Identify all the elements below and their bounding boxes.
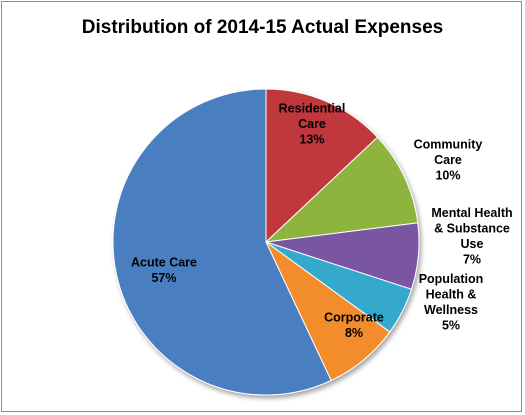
pie-slice-acute-care	[112, 88, 332, 396]
slice-label-line: Health &	[426, 287, 477, 301]
slice-label-line: 7%	[463, 252, 481, 266]
slice-label-line: Care	[298, 117, 326, 131]
slice-label-line: Use	[461, 237, 484, 251]
slice-label-line: Care	[434, 153, 462, 167]
slice-label-line: Acute Care	[131, 255, 197, 269]
slice-label-line: 10%	[435, 169, 460, 183]
slice-label-line: Corporate	[324, 310, 384, 324]
slice-label-line: Community	[414, 138, 483, 152]
slice-label-acute-care: Acute Care 57%	[131, 255, 197, 285]
chart-title: Distribution of 2014-15 Actual Expenses	[81, 17, 444, 38]
pie-slice-residential-care	[265, 88, 379, 244]
slice-label-population-health-wellness: Population Health & Wellness 5%	[419, 272, 484, 333]
slice-label-line: Population	[419, 272, 484, 286]
pie-slice-community-care	[264, 136, 419, 243]
slice-label-corporate: Corporate 8%	[324, 310, 384, 340]
slice-label-line: 8%	[345, 326, 363, 340]
slice-label-line: Residential	[279, 102, 346, 116]
slice-label-residential-care: Residential Care 13%	[279, 102, 346, 147]
slice-label-line: Wellness	[424, 303, 478, 317]
slice-label-line: Mental Health	[431, 206, 512, 220]
slice-label-mental-health-substance-use: Mental Health & Substance Use 7%	[431, 206, 512, 266]
slice-label-line: 13%	[299, 133, 324, 147]
slice-label-line: 57%	[151, 271, 176, 285]
slice-label-line: & Substance	[434, 221, 510, 235]
slice-label-community-care: Community Care 10%	[414, 138, 483, 183]
slice-label-line: 5%	[442, 318, 460, 332]
